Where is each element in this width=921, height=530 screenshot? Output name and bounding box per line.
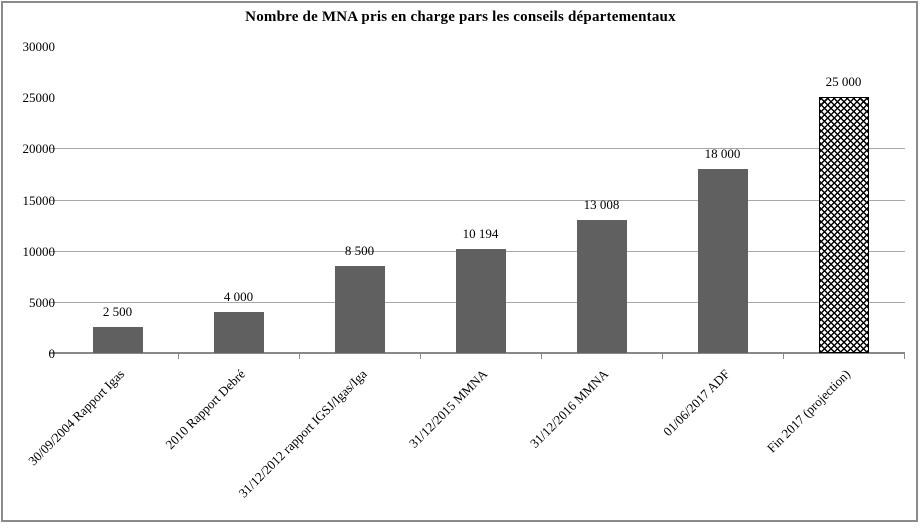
x-axis-tick [783, 353, 784, 359]
chart-title: Nombre de MNA pris en charge pars les co… [245, 9, 676, 25]
x-axis-tick [178, 353, 179, 359]
bar-value-label: 2 500 [102, 304, 133, 320]
x-axis-tick [299, 353, 300, 359]
bar-value-label: 13 008 [583, 196, 620, 212]
bar [455, 248, 506, 353]
x-axis-category-label: 31/12/2016 MMNA [526, 366, 612, 451]
gridline [50, 199, 905, 201]
bar [213, 312, 264, 353]
x-axis-category-label: 01/06/2017 ADF [659, 366, 733, 439]
x-axis-tick [541, 353, 542, 359]
bar [92, 327, 143, 353]
bar-value-label: 4 000 [223, 289, 254, 305]
y-axis-tick-label: 25000 [22, 90, 56, 106]
x-axis-category-label: 2010 Rapport Debré [162, 366, 249, 452]
bar-value-label: 18 000 [704, 145, 741, 161]
bar [697, 168, 748, 353]
y-axis-tick-label: 10000 [22, 243, 56, 259]
y-axis-tick-label: 0 [48, 346, 56, 361]
x-axis-tick [662, 353, 663, 359]
bar [334, 266, 385, 353]
x-axis-tick [904, 353, 905, 359]
gridline [50, 148, 905, 150]
x-axis-tick [420, 353, 421, 359]
bar-value-label: 25 000 [825, 74, 862, 90]
x-axis-category-label: Fin 2017 (projection) [764, 366, 854, 456]
bar-value-label: 10 194 [462, 225, 499, 241]
bar [818, 97, 869, 353]
bar-value-label: 8 500 [344, 243, 375, 259]
x-axis-line [50, 352, 905, 354]
bar [576, 219, 627, 353]
y-axis-tick-label: 30000 [22, 39, 56, 54]
x-axis-category-label: 31/12/2012 rapport IGSJ/Igas/Iga [235, 366, 370, 501]
y-axis-tick-label: 20000 [22, 141, 56, 157]
y-axis-tick-label: 5000 [29, 294, 55, 310]
x-axis-category-label: 31/12/2015 MMNA [405, 366, 491, 451]
y-axis-tick-label: 15000 [22, 192, 56, 208]
x-axis-category-label: 30/09/2004 Rapport Igas [25, 366, 128, 469]
